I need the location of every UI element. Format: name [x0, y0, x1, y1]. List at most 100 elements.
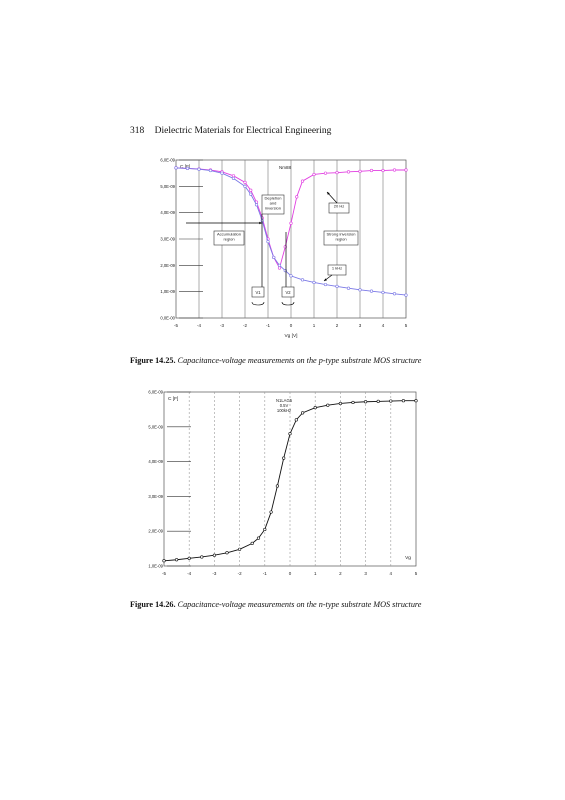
- data-point: [250, 541, 254, 545]
- annotation-accumulation-box: [213, 230, 245, 246]
- data-point: [256, 536, 261, 540]
- marker-v2-box: [281, 286, 295, 298]
- data-point: [392, 292, 397, 296]
- annotation-1khz-label: 1 kHz: [332, 266, 342, 271]
- running-head: 318 Dielectric Materials for Electrical …: [130, 126, 331, 136]
- annotation-depletion-box: [261, 194, 285, 215]
- y-tick-label: 1,0E-09: [160, 289, 175, 294]
- data-point: [404, 293, 408, 297]
- data-point: [249, 188, 253, 192]
- x-tick-label: -5: [174, 323, 178, 328]
- data-point: [376, 399, 380, 403]
- marker-v1-box: [251, 286, 265, 298]
- annotation-strong-inversion-label: region: [335, 237, 346, 242]
- data-point: [381, 168, 385, 173]
- x-tick-label: 5: [405, 323, 408, 328]
- data-point: [392, 168, 397, 172]
- annotation-depletion-label: inversion: [265, 206, 281, 211]
- brace-v1: [251, 301, 265, 306]
- x-tick-label: 4: [382, 323, 385, 328]
- data-point: [300, 278, 305, 282]
- x-tick-label: 2: [339, 571, 342, 576]
- y-tick-label: 6,0E-09: [148, 390, 163, 395]
- y-tick-label: 3,0E-09: [148, 494, 163, 499]
- data-point: [175, 558, 179, 562]
- data-point: [266, 240, 270, 244]
- y-axis-title: C [F]: [168, 396, 178, 402]
- y-tick-label: 2,0E-09: [160, 263, 175, 268]
- data-point: [301, 411, 305, 415]
- data-point: [185, 166, 190, 171]
- x-tick-label: 1: [313, 323, 316, 328]
- x-tick-label: -3: [220, 323, 224, 328]
- y-tick-label: 5,0E-09: [160, 184, 175, 189]
- data-point: [277, 263, 282, 267]
- x-tick-label: 1: [314, 571, 317, 576]
- legend-line: 100kHz: [277, 408, 291, 413]
- x-tick-label: 3: [359, 323, 362, 328]
- data-point: [254, 203, 259, 207]
- data-point: [288, 432, 292, 436]
- annotation-accumulation-label: Accumulation: [217, 232, 241, 237]
- series-line: [175, 167, 406, 270]
- data-point: [381, 290, 385, 295]
- caption-text: Capacitance-voltage measurements on the …: [177, 356, 422, 365]
- arrow-1khz-head: [324, 278, 327, 281]
- data-point: [389, 399, 393, 403]
- data-point: [338, 401, 342, 406]
- legend-line: N1LAG5: [276, 398, 293, 403]
- x-tick-label: -2: [238, 571, 242, 576]
- data-point: [369, 168, 374, 173]
- data-point: [212, 553, 216, 557]
- x-tick-label: -3: [212, 571, 216, 576]
- marker-v1-label: V1: [255, 290, 261, 295]
- data-point: [346, 170, 351, 174]
- caption-label: Figure 14.26.: [130, 600, 176, 609]
- annotation-20hz-label: 20 Hz: [334, 204, 344, 209]
- data-point: [312, 172, 316, 177]
- annotation-depletion-label: and: [270, 201, 277, 206]
- x-tick-label: 0: [289, 571, 292, 576]
- chart-p-type-cv: -5 -4 -3 -2 -1 0 1 2 3 4 5 0,0E-00 1,0E-09 2,0E-09 3,0…: [160, 158, 408, 340]
- caption-label: Figure 14.25.: [130, 356, 176, 365]
- data-point: [323, 282, 328, 287]
- x-tick-label: -1: [266, 323, 270, 328]
- annotation-depletion-label: Depletion: [265, 196, 282, 201]
- x-axis-title: Vg [V]: [284, 333, 297, 339]
- y-tick-label: 4,0E-09: [160, 210, 175, 215]
- data-point: [358, 288, 362, 292]
- data-point: [225, 551, 229, 555]
- data-point: [269, 510, 273, 514]
- y-tick-label: 5,0E-09: [148, 424, 163, 429]
- brace-v2: [281, 301, 295, 306]
- marker-v2-label: V2: [285, 290, 291, 295]
- data-point: [294, 418, 298, 422]
- x-tick-label: -1: [263, 571, 267, 576]
- y-tick-label: 1,0E-09: [148, 564, 163, 569]
- data-point: [358, 169, 362, 173]
- data-point: [162, 559, 166, 563]
- legend-title: Nm88: [279, 165, 292, 170]
- data-point: [249, 192, 253, 196]
- y-tick-label: 0,0E-00: [160, 316, 175, 321]
- data-point: [312, 280, 316, 285]
- data-point: [326, 403, 330, 407]
- page-number: 318: [130, 126, 145, 136]
- data-point: [208, 168, 213, 173]
- data-point: [237, 547, 242, 551]
- y-tick-label: 2,0E-09: [148, 529, 163, 534]
- x-tick-label: -4: [197, 323, 201, 328]
- annotation-strong-inversion-label: Strong inversion: [327, 232, 356, 237]
- figure-caption-14-25: Figure 14.25. Capacitance-voltage measur…: [130, 356, 421, 365]
- data-point: [231, 176, 236, 181]
- y-tick-label: 6,0E-09: [160, 158, 175, 163]
- data-point: [272, 255, 276, 260]
- legend-line: 0.5V: [280, 403, 289, 408]
- data-point: [263, 527, 267, 532]
- data-point: [313, 406, 317, 410]
- y-tick-label: 3,0E-09: [160, 237, 175, 242]
- data-point: [335, 171, 339, 175]
- x-tick-label: 2: [336, 323, 339, 328]
- x-tick-label: 5: [415, 571, 418, 576]
- data-point: [197, 167, 201, 171]
